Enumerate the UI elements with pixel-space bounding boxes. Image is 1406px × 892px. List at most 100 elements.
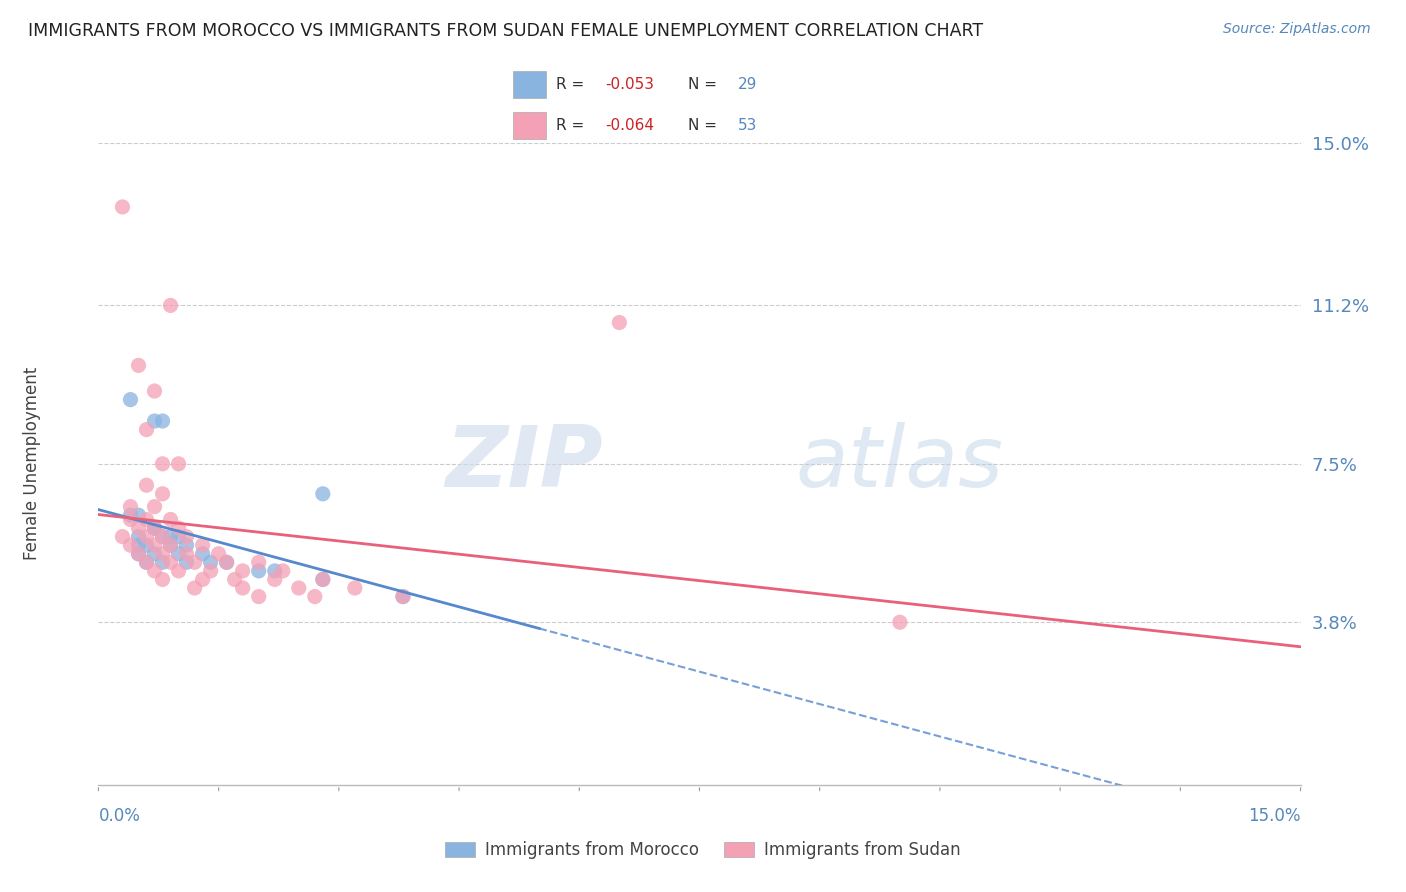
Point <box>200 555 222 569</box>
Text: ZIP: ZIP <box>446 422 603 506</box>
Point <box>288 581 311 595</box>
Point <box>159 538 181 552</box>
Point <box>128 359 150 373</box>
Point <box>152 414 174 428</box>
Point <box>159 298 181 312</box>
Point <box>889 615 911 630</box>
Point <box>263 564 285 578</box>
Point <box>111 530 134 544</box>
Point <box>232 564 254 578</box>
Point <box>135 555 157 569</box>
Point <box>143 564 166 578</box>
Point <box>143 521 166 535</box>
Point <box>128 508 150 523</box>
Point <box>176 530 198 544</box>
Point <box>159 538 181 552</box>
Point <box>167 547 190 561</box>
Point <box>152 547 174 561</box>
Point <box>215 555 238 569</box>
Point <box>176 547 198 561</box>
Point <box>143 521 166 535</box>
Point <box>312 487 335 501</box>
FancyBboxPatch shape <box>513 112 546 139</box>
Point <box>191 538 214 552</box>
Text: Source: ZipAtlas.com: Source: ZipAtlas.com <box>1223 22 1371 37</box>
Point <box>392 590 415 604</box>
Text: 0.0%: 0.0% <box>98 807 141 825</box>
Text: R =: R = <box>555 77 589 92</box>
Point <box>143 547 166 561</box>
Point <box>135 512 157 526</box>
Text: -0.064: -0.064 <box>605 118 654 133</box>
Point <box>224 573 246 587</box>
Point <box>120 512 142 526</box>
Point <box>167 457 190 471</box>
Point <box>128 547 150 561</box>
Point <box>152 530 174 544</box>
Point <box>135 555 157 569</box>
Point <box>143 521 166 535</box>
Point <box>215 555 238 569</box>
Point <box>143 538 166 552</box>
Text: N =: N = <box>688 118 721 133</box>
Point <box>247 590 270 604</box>
Text: 15.0%: 15.0% <box>1249 807 1301 825</box>
Point <box>152 487 174 501</box>
Point <box>343 581 366 595</box>
Point <box>247 564 270 578</box>
Point <box>392 590 415 604</box>
Point <box>183 581 205 595</box>
Point <box>191 547 214 561</box>
Point <box>143 500 166 514</box>
Legend: Immigrants from Morocco, Immigrants from Sudan: Immigrants from Morocco, Immigrants from… <box>439 835 967 866</box>
Point <box>135 538 157 552</box>
Point <box>152 555 174 569</box>
Point <box>191 573 214 587</box>
Point <box>152 573 174 587</box>
Point <box>128 547 150 561</box>
Text: N =: N = <box>688 77 721 92</box>
Text: Female Unemployment: Female Unemployment <box>24 368 41 560</box>
Point <box>120 392 142 407</box>
Point <box>208 547 231 561</box>
Point <box>135 530 157 544</box>
Point <box>263 573 285 587</box>
Point <box>159 555 181 569</box>
Point <box>128 538 150 552</box>
Point <box>152 457 174 471</box>
Point <box>128 530 150 544</box>
Text: IMMIGRANTS FROM MOROCCO VS IMMIGRANTS FROM SUDAN FEMALE UNEMPLOYMENT CORRELATION: IMMIGRANTS FROM MOROCCO VS IMMIGRANTS FR… <box>28 22 983 40</box>
Point <box>247 555 270 569</box>
FancyBboxPatch shape <box>513 71 546 98</box>
Point <box>312 573 335 587</box>
Point <box>167 564 190 578</box>
Point <box>200 564 222 578</box>
Point <box>183 555 205 569</box>
Text: 29: 29 <box>737 77 756 92</box>
Point <box>111 200 134 214</box>
Point <box>232 581 254 595</box>
Point <box>176 555 198 569</box>
Point <box>312 573 335 587</box>
Point <box>159 512 181 526</box>
Point <box>143 414 166 428</box>
Point <box>159 530 181 544</box>
Point <box>167 521 190 535</box>
Point <box>304 590 326 604</box>
Point <box>135 478 157 492</box>
Point <box>120 508 142 523</box>
Point <box>128 521 150 535</box>
Text: 53: 53 <box>737 118 756 133</box>
Point <box>143 384 166 398</box>
Text: -0.053: -0.053 <box>605 77 654 92</box>
Point <box>152 530 174 544</box>
Point <box>120 538 142 552</box>
Point <box>135 423 157 437</box>
Text: atlas: atlas <box>796 422 1004 506</box>
Point <box>271 564 294 578</box>
Point <box>167 530 190 544</box>
Text: R =: R = <box>555 118 589 133</box>
Point <box>609 316 631 330</box>
Point <box>176 538 198 552</box>
Point <box>120 500 142 514</box>
